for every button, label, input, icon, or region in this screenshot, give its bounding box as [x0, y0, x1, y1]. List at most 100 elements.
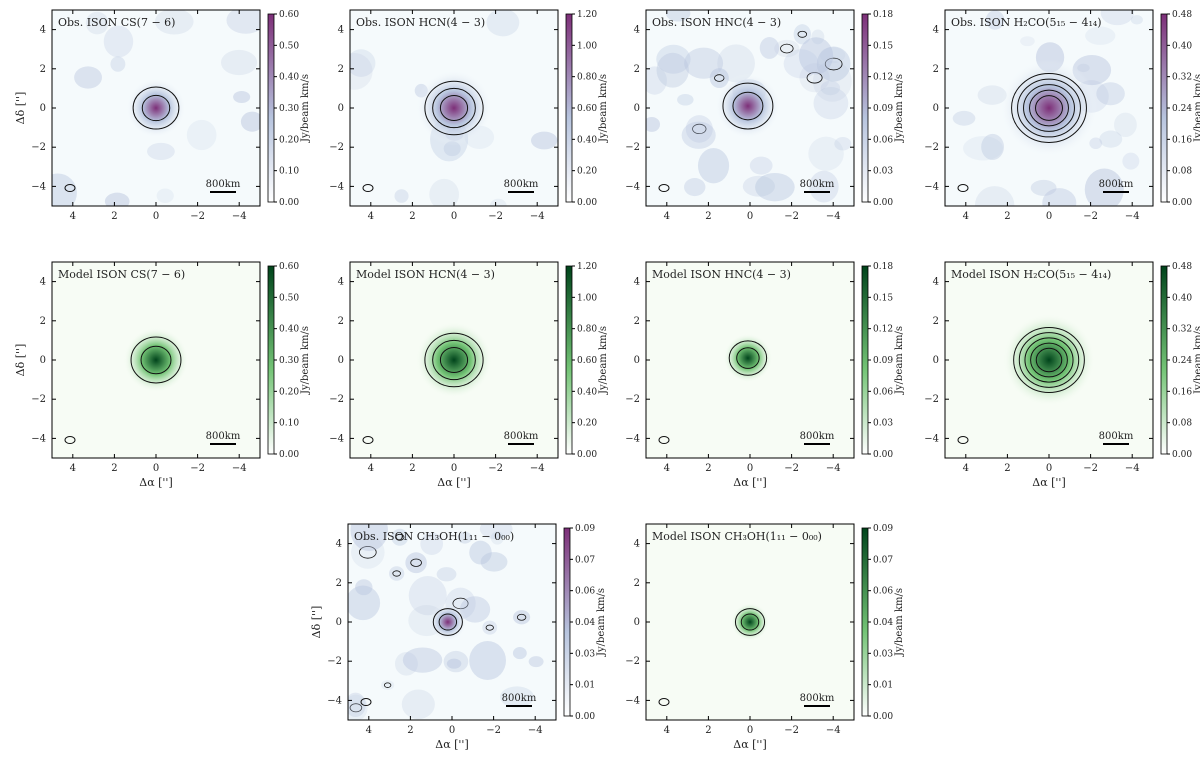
- colorbar-label: Jy/beam km/s: [598, 74, 609, 143]
- noise-blob: [350, 49, 376, 77]
- x-tick-label: −4: [232, 211, 247, 222]
- y-tick-label: −4: [625, 181, 640, 192]
- noise-blob: [677, 93, 694, 106]
- colorbar-tick-label: 0.40: [279, 73, 299, 83]
- noise-contour: [485, 624, 494, 631]
- noise-blob: [985, 10, 1005, 30]
- panel-title: Model ISON HCN(4 − 3): [356, 268, 495, 281]
- x-tick-label: 2: [407, 725, 413, 736]
- y-tick-label: 0: [634, 617, 640, 628]
- y-tick-label: 0: [933, 103, 939, 114]
- panel-title: Obs. ISON HNC(4 − 3): [652, 16, 781, 29]
- colorbar-tick-label: 0.24: [1172, 356, 1192, 366]
- noise-blob: [798, 37, 834, 75]
- y-tick-label: 4: [634, 25, 640, 36]
- beam-ellipse: [64, 184, 76, 192]
- noise-blob: [981, 133, 1004, 160]
- x-tick-label: 0: [747, 463, 753, 474]
- x-tick-label: −4: [528, 725, 543, 736]
- x-axis-label: Δα ['']: [435, 738, 469, 751]
- x-tick-label: 4: [963, 463, 969, 474]
- contour-level-2: [740, 613, 760, 631]
- colorbar-label: Jy/beam km/s: [598, 326, 609, 395]
- x-tick-label: 4: [368, 211, 374, 222]
- noise-blob: [405, 552, 427, 574]
- noise-blob: [226, 10, 260, 34]
- colorbar-tick-label: 0.10: [279, 419, 299, 429]
- noise-blob: [52, 173, 77, 206]
- noise-blob: [394, 651, 418, 676]
- x-tick-label: −2: [486, 725, 501, 736]
- panel-title: Model ISON H₂CO(5₁₅ − 4₁₄): [951, 268, 1111, 281]
- colorbar-tick-label: 0.32: [1172, 325, 1192, 335]
- colorbar-tick-label: 0.80: [577, 73, 597, 83]
- colorbar-tick-label: 0.03: [873, 167, 893, 177]
- noise-blob: [952, 110, 976, 126]
- x-tick-label: 2: [705, 725, 711, 736]
- y-tick-label: −2: [924, 142, 939, 153]
- noise-blob: [812, 60, 852, 102]
- y-tick-label: 0: [634, 355, 640, 366]
- y-tick-label: −4: [31, 433, 46, 444]
- colorbar-label: Jy/beam km/s: [300, 74, 311, 143]
- y-tick-label: −4: [625, 433, 640, 444]
- noise-blob: [351, 535, 385, 569]
- panel-2: 800km Obs. ISON HCN(4 − 3) 4 2 0 −2 −4 4 2 0 −2 −4 0…: [329, 9, 609, 222]
- noise-blob: [469, 640, 506, 681]
- colorbar-tick-label: 0.40: [1172, 41, 1192, 51]
- x-tick-label: 0: [449, 725, 455, 736]
- noise-blob: [1020, 36, 1035, 47]
- x-tick-label: −4: [826, 725, 841, 736]
- noise-blob: [391, 528, 409, 546]
- panel-7: 800km Model ISON HNC(4 − 3) 4 2 0 −2 −4 4 2 0 −2 −4…: [625, 261, 905, 489]
- noise-blob: [443, 650, 469, 673]
- noise-blob: [1100, 10, 1135, 26]
- x-tick-label: 0: [1046, 463, 1052, 474]
- noise-blob: [110, 56, 126, 72]
- x-tick-label: 0: [153, 211, 159, 222]
- panel-title: Model ISON HNC(4 − 3): [652, 268, 791, 281]
- x-tick-label: 4: [366, 725, 372, 736]
- colorbar-tick-label: 0.80: [577, 325, 597, 335]
- colorbar-tick-label: 0.48: [1172, 10, 1192, 20]
- y-tick-label: −4: [329, 181, 344, 192]
- colorbar-tick-label: 0.03: [873, 419, 893, 429]
- scale-bar-label: 800km: [1099, 179, 1134, 190]
- map-content: 800km Obs. ISON CS(7 − 6): [52, 10, 260, 206]
- noise-contour: [349, 703, 363, 713]
- colorbar: [861, 13, 869, 203]
- x-tick-label: 2: [409, 211, 415, 222]
- y-tick-label: 0: [338, 355, 344, 366]
- y-tick-label: −4: [924, 181, 939, 192]
- noise-blob: [348, 585, 381, 621]
- y-tick-label: 4: [933, 25, 939, 36]
- noise-blob: [1099, 130, 1123, 148]
- colorbar-tick-label: 0.00: [873, 712, 893, 722]
- scale-bar-label: 800km: [206, 431, 241, 442]
- colorbar-tick-label: 0.15: [873, 41, 893, 51]
- noise-blob: [742, 175, 775, 197]
- scale-bar-label: 800km: [504, 431, 539, 442]
- x-tick-label: 4: [70, 463, 76, 474]
- y-tick-label: −2: [31, 394, 46, 405]
- noise-blob: [85, 11, 109, 35]
- y-axis-label: Δδ ['']: [14, 92, 27, 125]
- y-tick-label: −2: [625, 142, 640, 153]
- y-axis-label: Δδ ['']: [14, 344, 27, 377]
- noise-blob: [783, 49, 819, 79]
- contour-level-2: [438, 613, 458, 631]
- noise-blob: [500, 686, 534, 708]
- colorbar-label: Jy/beam km/s: [894, 588, 905, 657]
- noise-blob: [490, 531, 504, 545]
- colorbar-tick-label: 0.10: [279, 167, 299, 177]
- x-tick-label: −4: [826, 463, 841, 474]
- colorbar-tick-label: 0.07: [575, 555, 595, 565]
- emission-peak: [416, 322, 492, 398]
- map-content: 800km Model ISON HCN(4 − 3): [356, 268, 539, 445]
- noise-blob: [530, 131, 558, 150]
- colorbar-tick-label: 0.20: [577, 419, 597, 429]
- x-tick-label: −2: [488, 463, 503, 474]
- noise-blob: [685, 115, 713, 143]
- x-tick-label: −4: [826, 211, 841, 222]
- noise-blob: [759, 37, 780, 59]
